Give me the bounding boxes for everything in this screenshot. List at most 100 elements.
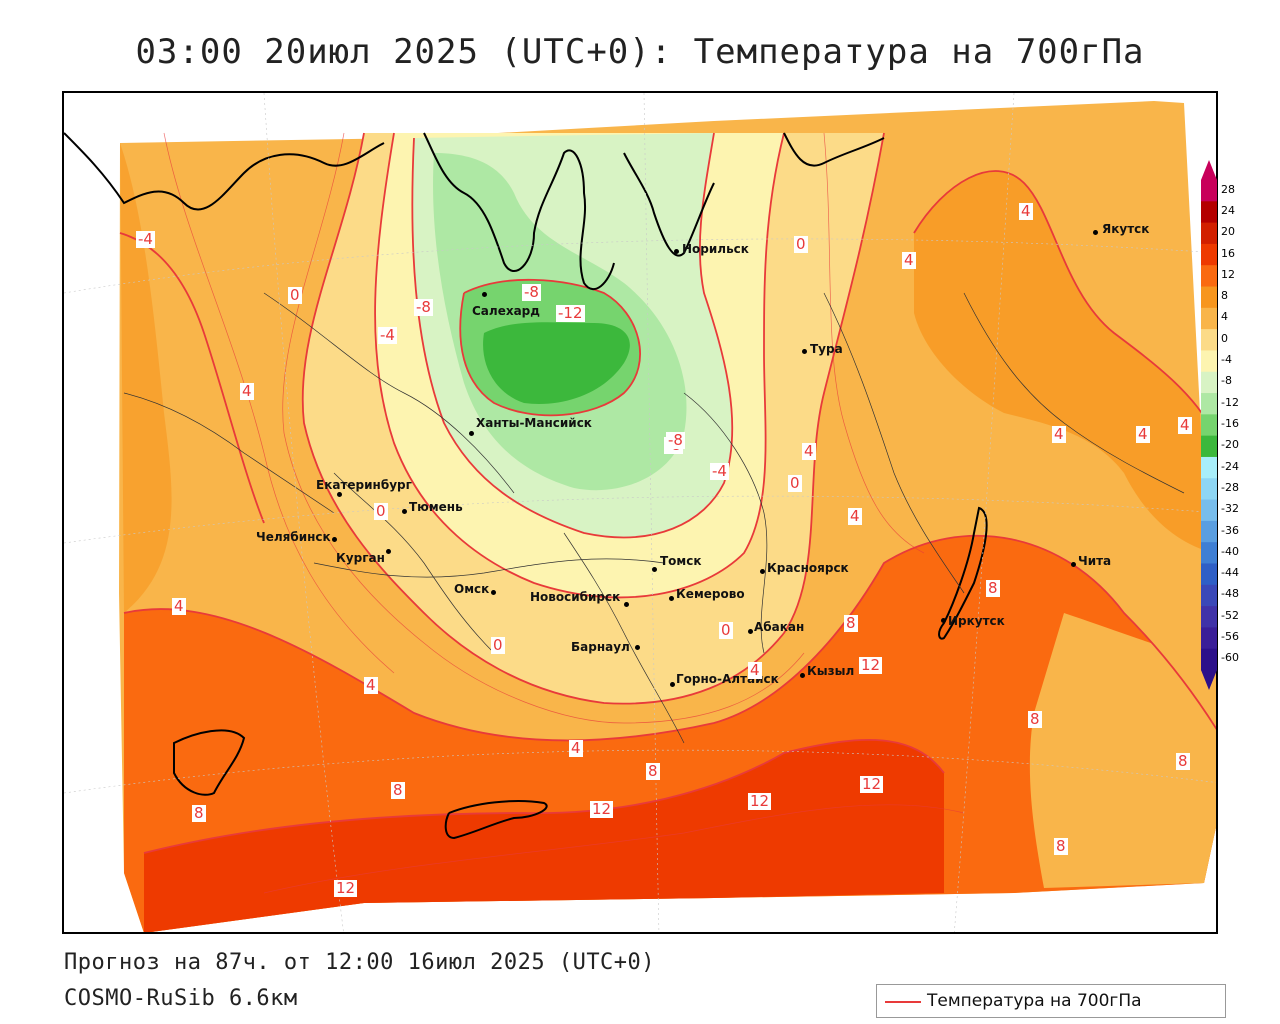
contour-label: 4 (802, 442, 816, 460)
contour-label: 8 (391, 781, 405, 799)
colorbar-tick-label: -20 (1221, 438, 1239, 452)
colorbar-tick-label: -12 (1221, 395, 1239, 409)
legend: Температура на 700гПа (876, 984, 1226, 1018)
colorbar-swatch (1201, 307, 1217, 330)
colorbar-swatch (1201, 265, 1217, 288)
colorbar-tick-label: -48 (1221, 587, 1239, 601)
city-label-salekhard: Салехард (472, 304, 540, 318)
colorbar-swatch (1201, 520, 1217, 543)
zone-core (483, 322, 630, 404)
city-dot (1071, 562, 1076, 567)
contour-label: 4 (748, 661, 762, 679)
colorbar-swatch (1201, 606, 1217, 628)
colorbar-tick-label: -28 (1221, 480, 1239, 494)
coast-yamal (423, 132, 615, 291)
contour-label: 8 (1028, 710, 1042, 728)
colorbar-swatch (1201, 456, 1217, 479)
forecast-info: Прогноз на 87ч. от 12:00 16июл 2025 (UTC… (64, 950, 656, 975)
colorbar-tick-label: 28 (1221, 182, 1235, 196)
isotherm-0 (301, 132, 885, 705)
colorbar-tick-label: -16 (1221, 417, 1239, 430)
lake-zaysan (173, 729, 246, 796)
contour-label: 12 (590, 800, 614, 818)
contour-label: 0 (374, 502, 388, 520)
zone-8-east (1029, 613, 1216, 888)
contour-label: 4 (1178, 416, 1192, 434)
isotherm-4 (123, 534, 1216, 742)
city-dot (332, 537, 337, 542)
city-label-kurgan: Курган (336, 551, 385, 565)
colorbar-swatch (1201, 201, 1217, 224)
map-panel: Салехард Норильск Якутск Тура Ханты-Манс… (62, 91, 1218, 934)
city-label-chelyabinsk: Челябинск (256, 530, 331, 544)
isotherm-8 (143, 738, 945, 854)
city-label-krasnoyarsk: Красноярск (767, 561, 849, 575)
colorbar-tick-label: -60 (1221, 651, 1239, 665)
contour-label: 4 (364, 676, 378, 694)
contour-label: 8 (844, 614, 858, 632)
contour-label: 0 (288, 286, 302, 304)
contour-label: 12 (860, 775, 884, 793)
colorbar-swatch (1201, 648, 1217, 671)
isotherm-4-north (119, 232, 265, 524)
legend-line (885, 1001, 921, 1003)
colorbar-arrow-top (1201, 160, 1217, 180)
colorbar-tick-label: -32 (1221, 502, 1239, 516)
lake-baikal (938, 506, 988, 640)
model-name: COSMO-RuSib 6.6км (64, 986, 298, 1011)
colorbar (1201, 160, 1217, 690)
city-dot (469, 431, 474, 436)
colorbar-swatch (1201, 627, 1217, 650)
city-label-gorno-altaysk: Горно-Алтайск (676, 672, 779, 686)
colorbar-swatch (1201, 350, 1217, 373)
city-label-tomsk: Томск (660, 554, 702, 568)
colorbar-tick-label: -24 (1221, 459, 1239, 473)
city-label-kemerovo: Кемерово (676, 587, 745, 601)
zone-west-8 (120, 143, 172, 613)
colorbar-swatch (1201, 286, 1217, 309)
coast-gydan (623, 152, 715, 257)
city-dot (760, 569, 765, 574)
city-dot (337, 492, 342, 497)
colorbar-tick-label: -40 (1221, 544, 1239, 558)
contour-label: -4 (378, 326, 397, 344)
contour-label: 4 (240, 382, 254, 400)
city-label-irkutsk: Иркутск (948, 614, 1005, 628)
legend-label: Температура на 700гПа (927, 991, 1142, 1011)
temperature-map (64, 93, 1216, 932)
contour-label: -4 (136, 230, 155, 248)
colorbar-tick-label: -8 (1221, 374, 1232, 388)
city-label-abakan: Абакан (754, 620, 805, 634)
colorbar-swatch (1201, 435, 1217, 458)
city-dot (802, 349, 807, 354)
city-label-kyzyl: Кызыл (807, 664, 855, 678)
colorbar-swatch (1201, 243, 1217, 266)
city-dot (491, 590, 496, 595)
contour-label: 8 (192, 804, 206, 822)
colorbar-tick-label: -4 (1221, 353, 1232, 367)
city-dot (482, 292, 487, 297)
colorbar-tick-label: 8 (1221, 289, 1228, 303)
contour-label: 4 (569, 739, 583, 757)
contour-label: 8 (986, 579, 1000, 597)
coastlines (64, 132, 988, 840)
contour-label: 4 (172, 597, 186, 615)
isotherm-4-yakutsk (913, 170, 1215, 434)
contour-label: -8 (666, 431, 685, 449)
city-dot (674, 249, 679, 254)
lake-balkhash (444, 800, 548, 840)
colorbar-swatch (1201, 542, 1217, 564)
colorbar-tick-label: -56 (1221, 630, 1239, 644)
city-dot (941, 618, 946, 623)
colorbar-tick-label: -36 (1221, 523, 1239, 537)
contour-label: -8 (522, 283, 541, 301)
city-dot (652, 567, 657, 572)
colorbar-tick-label: 12 (1221, 267, 1235, 281)
city-label-novosibirsk: Новосибирск (530, 590, 621, 604)
colorbar-tick-label: -52 (1221, 608, 1239, 622)
city-label-tyumen: Тюмень (409, 500, 463, 514)
city-dot (402, 509, 407, 514)
contour-label: 0 (794, 235, 808, 253)
isotherm-minus8 (411, 132, 734, 539)
colorbar-tick-label: -44 (1221, 566, 1239, 580)
